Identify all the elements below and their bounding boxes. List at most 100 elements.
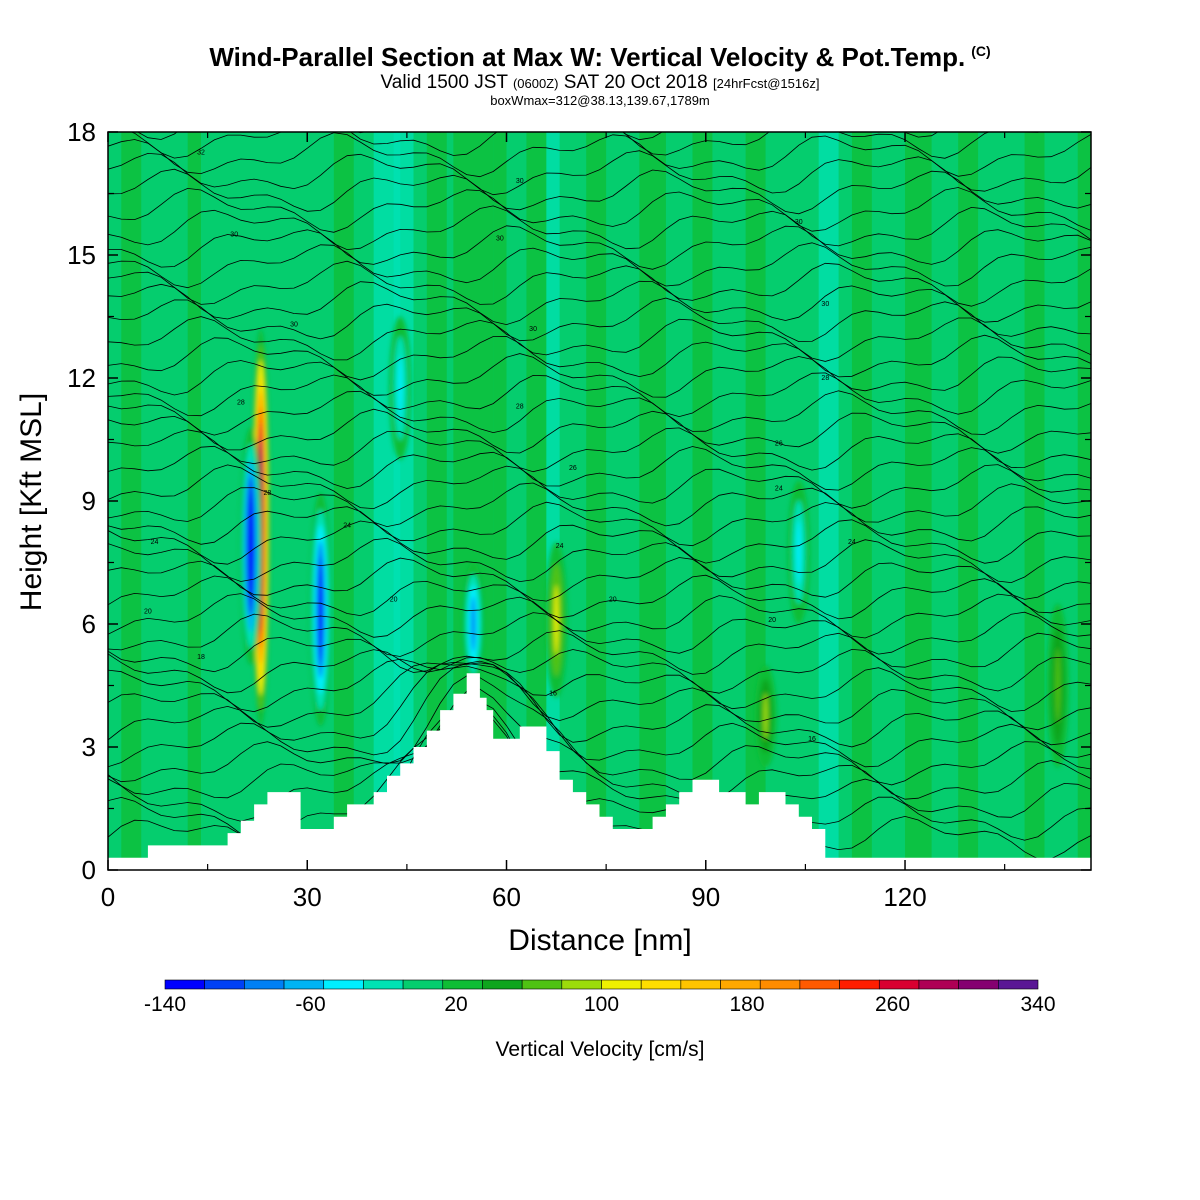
axes: 0 30 60 90 120 0 3 6 9 12 15 18 [67, 117, 1091, 912]
y-tick-label: 15 [67, 240, 96, 270]
velocity-streak [526, 132, 547, 870]
theta-contour [108, 648, 1091, 694]
colorbar-swatch [998, 979, 1039, 990]
contour-label: 20 [390, 596, 398, 603]
contour-label: 32 [197, 150, 205, 157]
velocity-features [239, 316, 1069, 768]
y-tick-label: 0 [82, 855, 96, 885]
contour-label: 24 [775, 486, 783, 493]
chart-subtitle: Valid 1500 JST (0600Z) SAT 20 Oct 2018 [… [0, 73, 1200, 94]
contour-label: 24 [151, 539, 159, 546]
theta-contour [108, 260, 1091, 307]
forecast-label: [24hrFcst@1516z] [713, 76, 820, 91]
theta-contour [108, 661, 1091, 748]
colorbar-tick-label: -140 [144, 993, 186, 1016]
velocity-streak [905, 132, 932, 870]
colorbar-swatch [402, 979, 444, 990]
x-tick-label: 120 [883, 882, 926, 912]
x-tick-label: 30 [293, 882, 322, 912]
colorbar-swatch [720, 979, 761, 990]
copyright-mark: (C) [971, 43, 991, 60]
colorbar-swatch [601, 979, 642, 990]
colorbar-tick-label: 100 [584, 993, 619, 1016]
theta-contour [108, 574, 1091, 620]
theta-contour [108, 242, 1091, 289]
contour-label: 30 [496, 236, 504, 243]
colorbar-swatch [759, 979, 801, 990]
contour-label: 24 [556, 543, 564, 550]
colorbar-swatch [363, 979, 404, 990]
theta-contour [108, 334, 1091, 381]
velocity-streak [426, 132, 447, 870]
contour-label: 30 [821, 301, 829, 308]
contour-label: 30 [795, 219, 803, 226]
theta-contour [108, 150, 1091, 196]
theta-contour [108, 675, 1091, 786]
theta-contour [108, 187, 1091, 233]
theta-contour [108, 408, 1091, 454]
theta-contour [108, 658, 1091, 713]
valid-zulu: (0600Z) [512, 76, 559, 91]
velocity-feature [398, 355, 403, 421]
colorbar-tick-label: 180 [729, 993, 764, 1016]
theta-contour [108, 372, 1091, 418]
theta-contour [136, 132, 939, 141]
theta-contour [108, 482, 1091, 528]
terrain [108, 673, 1091, 870]
contour-label: 30 [516, 178, 524, 185]
theta-contour [108, 665, 1091, 768]
colorbar-tick-label: 20 [444, 993, 467, 1016]
y-tick-label: 6 [82, 609, 96, 639]
y-tick-label: 12 [67, 363, 96, 393]
velocity-feature [1055, 648, 1060, 723]
contour-label: 28 [264, 490, 272, 497]
colorbar-swatch [561, 979, 602, 990]
velocity-streak [493, 132, 507, 870]
y-tick-label: 9 [82, 486, 96, 516]
x-axis-label: Distance [nm] [508, 924, 691, 957]
velocity-streak [121, 132, 142, 870]
contour-label: 16 [808, 736, 816, 743]
theta-contour [108, 611, 1091, 657]
theta-contour [130, 132, 1041, 159]
theta-contour [108, 593, 1091, 639]
velocity-streak [333, 132, 354, 870]
x-tick-label: 90 [691, 882, 720, 912]
boxmax-label: boxWmax=312@38.13,139.67,1789m [490, 93, 710, 108]
colorbar-swatch [283, 979, 325, 990]
title-text: Wind-Parallel Section at Max W: Vertical… [209, 42, 966, 72]
contour-label: 28 [237, 400, 245, 407]
colorbar-swatch [640, 979, 682, 990]
theta-contour [108, 225, 1091, 270]
colorbar-swatch [918, 979, 959, 990]
velocity-streak [1024, 132, 1045, 870]
colorbar-tick-label: -60 [295, 993, 325, 1016]
colorbar-tick-label: 260 [875, 993, 910, 1016]
velocity-feature [763, 693, 768, 740]
x-tick-label: 60 [492, 882, 521, 912]
theta-contour [108, 557, 1091, 602]
theta-contour [108, 662, 1091, 731]
contour-label: 30 [290, 322, 298, 329]
colorbar-swatch [799, 979, 840, 990]
contour-label: 20 [768, 617, 776, 624]
colorbar-swatch [680, 979, 721, 990]
colorbar-swatch [323, 979, 364, 990]
velocity-streak [586, 132, 607, 870]
theta-contour [108, 280, 1091, 326]
contour-label: 18 [197, 654, 205, 661]
x-tick-label: 0 [101, 882, 115, 912]
valid-prefix: Valid 1500 JST [380, 72, 508, 93]
theta-contour [108, 630, 1091, 675]
colorbar-swatch [442, 979, 483, 990]
velocity-feature [471, 596, 476, 652]
theta-contour [108, 132, 1091, 178]
theta-contour [108, 390, 1091, 436]
velocity-feature [318, 557, 323, 663]
potential-temperature-contours [108, 132, 1091, 860]
theta-contour [108, 316, 1091, 362]
colorbar-swatch [521, 979, 563, 990]
theta-contour [108, 519, 1091, 565]
colorbar-swatch [958, 979, 999, 990]
